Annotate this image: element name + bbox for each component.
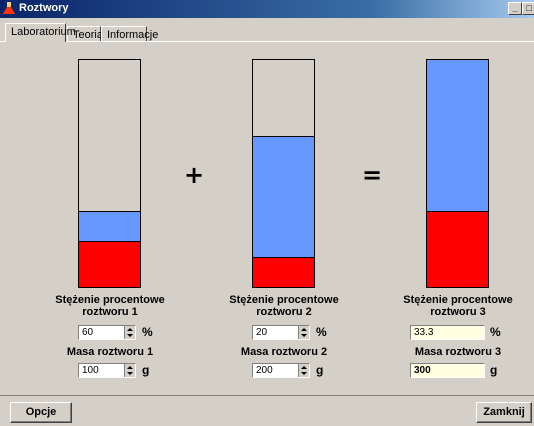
- beaker-solution-2: [252, 59, 315, 288]
- minimize-button[interactable]: _: [508, 2, 522, 15]
- mass-label-3: Masa roztworu 3: [414, 346, 502, 358]
- solute-layer: [427, 211, 488, 287]
- title-bar: Roztwory _ □ ×: [0, 0, 534, 18]
- concentration-spinner-1[interactable]: 60: [78, 325, 136, 340]
- flask-icon: [3, 2, 15, 14]
- concentration-result-3: 33.3: [410, 325, 485, 340]
- concentration-unit-2: %: [316, 325, 327, 339]
- tab-laboratorium[interactable]: Laboratorium: [5, 23, 76, 42]
- spinner-arrows[interactable]: [298, 364, 309, 377]
- window-title: Roztwory: [19, 2, 69, 14]
- spin-up-icon[interactable]: [301, 328, 307, 331]
- spin-down-icon[interactable]: [301, 334, 307, 337]
- spin-up-icon[interactable]: [301, 366, 307, 369]
- spin-down-icon[interactable]: [301, 372, 307, 375]
- mass-spinner-1[interactable]: 100: [78, 363, 136, 378]
- solvent-layer: [253, 136, 314, 257]
- close-button[interactable]: Zamknij: [476, 402, 532, 423]
- solvent-layer: [427, 60, 488, 211]
- maximize-button[interactable]: □: [522, 2, 534, 15]
- spinner-arrows[interactable]: [124, 364, 135, 377]
- concentration-label-2: Stężenie procentowe roztworu 2: [229, 294, 339, 318]
- tab-panel-border: [0, 41, 534, 42]
- solvent-layer: [79, 211, 140, 241]
- mass-label-2: Masa roztworu 2: [240, 346, 328, 358]
- concentration-value-1[interactable]: 60: [82, 327, 94, 338]
- beaker-solution-1: [78, 59, 141, 288]
- spinner-arrows[interactable]: [124, 326, 135, 339]
- concentration-unit-1: %: [142, 325, 153, 339]
- tab-bar: Laboratorium Teoria Informacje: [0, 18, 534, 42]
- concentration-value-2[interactable]: 20: [256, 327, 268, 338]
- mass-value-1[interactable]: 100: [82, 365, 99, 376]
- concentration-spinner-2[interactable]: 20: [252, 325, 310, 340]
- equals-operator: =: [362, 161, 383, 189]
- spin-down-icon[interactable]: [127, 334, 133, 337]
- concentration-label-1: Stężenie procentowe roztworu 1: [55, 294, 165, 318]
- mass-result-3: 300: [410, 363, 485, 378]
- mass-label-1: Masa roztworu 1: [66, 346, 154, 358]
- mass-spinner-2[interactable]: 200: [252, 363, 310, 378]
- concentration-unit-3: %: [490, 325, 501, 339]
- solute-layer: [79, 241, 140, 287]
- spin-up-icon[interactable]: [127, 366, 133, 369]
- spin-up-icon[interactable]: [127, 328, 133, 331]
- footer-divider: [0, 395, 534, 396]
- options-button[interactable]: Opcje: [10, 402, 72, 423]
- mass-value-2[interactable]: 200: [256, 365, 273, 376]
- mass-unit-2: g: [316, 363, 324, 377]
- spin-down-icon[interactable]: [127, 372, 133, 375]
- beaker-solution-3: [426, 59, 489, 288]
- mass-unit-1: g: [142, 363, 150, 377]
- plus-operator: +: [184, 161, 205, 189]
- tab-teoria[interactable]: Teoria: [67, 26, 103, 42]
- spinner-arrows[interactable]: [298, 326, 309, 339]
- concentration-label-3: Stężenie procentowe roztworu 3: [403, 294, 513, 318]
- tab-informacje[interactable]: Informacje: [101, 26, 158, 42]
- solute-layer: [253, 257, 314, 287]
- mass-unit-3: g: [490, 363, 498, 377]
